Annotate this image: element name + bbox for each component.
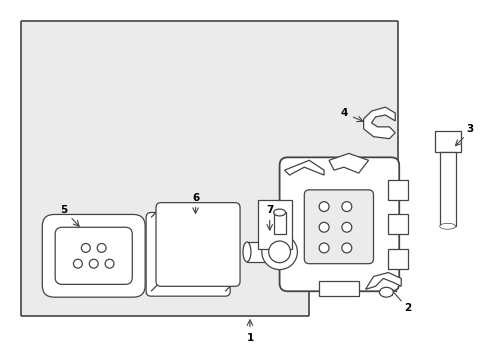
Text: 4: 4 [340, 108, 347, 118]
Text: 1: 1 [246, 333, 253, 342]
Circle shape [319, 243, 328, 253]
Polygon shape [284, 160, 324, 175]
Text: 3: 3 [466, 124, 473, 134]
Bar [20, 21, 397, 316]
Circle shape [81, 243, 90, 252]
Circle shape [89, 259, 98, 268]
Polygon shape [365, 273, 400, 289]
Circle shape [319, 222, 328, 232]
Polygon shape [328, 153, 368, 173]
FancyBboxPatch shape [279, 157, 398, 291]
Bar [257, 200, 292, 249]
Text: 7: 7 [265, 204, 273, 215]
Circle shape [341, 222, 351, 232]
FancyBboxPatch shape [55, 227, 132, 284]
Bar [387, 180, 407, 200]
Circle shape [319, 202, 328, 212]
Bar [246, 242, 281, 262]
FancyBboxPatch shape [42, 215, 145, 297]
Bar [387, 249, 407, 269]
Bar [273, 212, 285, 234]
Polygon shape [363, 107, 394, 139]
Circle shape [97, 243, 106, 252]
Ellipse shape [243, 242, 250, 262]
Circle shape [341, 243, 351, 253]
Text: 6: 6 [192, 193, 199, 203]
Bar [387, 215, 407, 234]
Text: 5: 5 [61, 204, 67, 215]
FancyBboxPatch shape [304, 190, 373, 264]
Circle shape [105, 259, 114, 268]
Text: 2: 2 [404, 303, 411, 313]
Circle shape [73, 259, 82, 268]
Circle shape [261, 234, 297, 270]
FancyBboxPatch shape [156, 203, 240, 286]
Circle shape [341, 202, 351, 212]
Bar [319, 282, 358, 296]
FancyBboxPatch shape [146, 212, 230, 296]
Circle shape [268, 241, 290, 263]
Bar [439, 152, 455, 226]
Ellipse shape [379, 287, 392, 297]
Ellipse shape [273, 209, 285, 216]
Ellipse shape [439, 223, 455, 229]
Bar [308, 239, 397, 316]
Bar [434, 131, 460, 152]
